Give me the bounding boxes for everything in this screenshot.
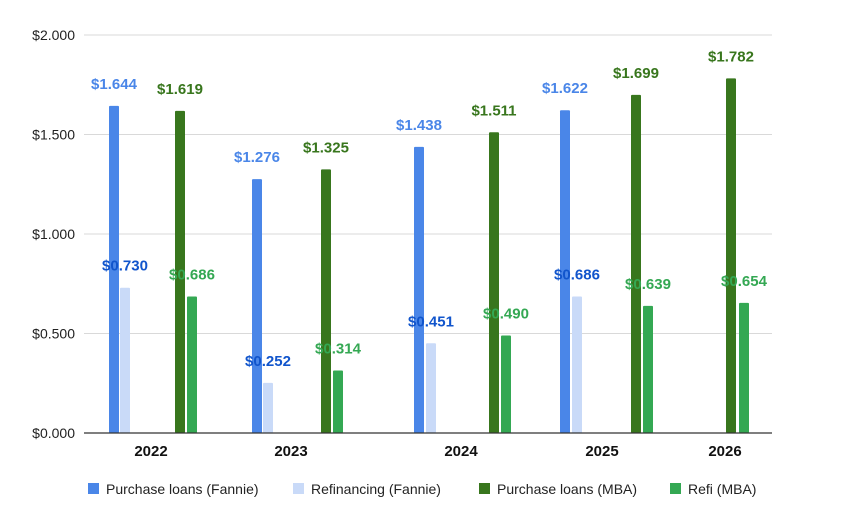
bar-purchase-loans-mba--2026 — [726, 78, 736, 433]
data-label: $1.782 — [708, 48, 754, 65]
data-labels: $1.644 $1.276 $1.438 $1.622 $0.730 $0.252 $0.4… — [91, 48, 768, 369]
y-tick-label: $0.000 — [32, 425, 75, 441]
data-label: $1.622 — [542, 80, 588, 97]
data-label: $1.619 — [157, 81, 203, 98]
data-label: $0.252 — [245, 353, 291, 370]
y-tick-label: $1.000 — [32, 226, 75, 242]
bar-refi-mba--2025 — [643, 305, 653, 433]
legend: Purchase loans (Fannie) Refinancing (Fann… — [88, 481, 756, 497]
legend-label: Refinancing (Fannie) — [311, 481, 441, 497]
data-label: $0.314 — [315, 341, 362, 358]
x-tick-label: 2024 — [444, 443, 478, 460]
x-axis: 2022 2023 2024 2025 2026 — [84, 432, 772, 460]
data-label: $1.438 — [396, 117, 442, 134]
x-tick-label: 2025 — [585, 443, 618, 460]
bar-purchase-loans-fannie--2025 — [560, 110, 570, 434]
data-label: $1.699 — [613, 65, 659, 82]
bar-purchase-loans-fannie--2023 — [252, 179, 262, 433]
bars — [109, 78, 749, 434]
bar-purchase-loans-mba--2022 — [175, 110, 185, 433]
legend-swatch — [88, 483, 99, 494]
bar-refi-mba--2022 — [187, 296, 197, 433]
y-tick-label: $0.500 — [32, 326, 75, 342]
y-tick-label: $1.500 — [32, 127, 75, 143]
bar-refinancing-fannie--2025 — [572, 296, 582, 433]
data-label: $0.686 — [169, 266, 215, 283]
bar-refi-mba--2023 — [333, 370, 343, 433]
x-tick-label: 2023 — [274, 443, 307, 460]
bar-refi-mba--2026 — [739, 302, 749, 433]
y-axis: $0.000 $0.500 $1.000 $1.500 $2.000 — [32, 27, 75, 441]
data-label: $1.644 — [91, 76, 138, 93]
data-label: $0.654 — [721, 273, 768, 290]
y-tick-label: $2.000 — [32, 27, 75, 43]
data-label: $1.325 — [303, 139, 349, 156]
data-label: $0.730 — [102, 258, 148, 275]
legend-label: Purchase loans (Fannie) — [106, 481, 259, 497]
bar-purchase-loans-mba--2025 — [631, 94, 641, 434]
data-label: $1.511 — [471, 102, 516, 119]
legend-label: Refi (MBA) — [688, 481, 756, 497]
data-label: $0.686 — [554, 266, 600, 283]
bar-refi-mba--2024 — [501, 335, 511, 433]
legend-swatch — [670, 483, 681, 494]
data-label: $0.490 — [483, 305, 529, 322]
data-label: $0.639 — [625, 276, 671, 293]
bar-refinancing-fannie--2022 — [120, 287, 130, 433]
x-tick-label: 2026 — [708, 443, 741, 460]
legend-label: Purchase loans (MBA) — [497, 481, 637, 497]
bar-refinancing-fannie--2023 — [263, 382, 273, 433]
bar-purchase-loans-mba--2023 — [321, 169, 331, 433]
gridlines — [84, 34, 772, 334]
bar-purchase-loans-fannie--2022 — [109, 105, 119, 434]
bar-purchase-loans-fannie--2024 — [414, 146, 424, 433]
legend-swatch — [293, 483, 304, 494]
legend-swatch — [479, 483, 490, 494]
x-tick-label: 2022 — [134, 443, 167, 460]
data-label: $1.276 — [234, 149, 280, 166]
bar-purchase-loans-mba--2024 — [489, 132, 499, 433]
data-label: $0.451 — [408, 313, 454, 330]
bar-refinancing-fannie--2024 — [426, 343, 436, 433]
